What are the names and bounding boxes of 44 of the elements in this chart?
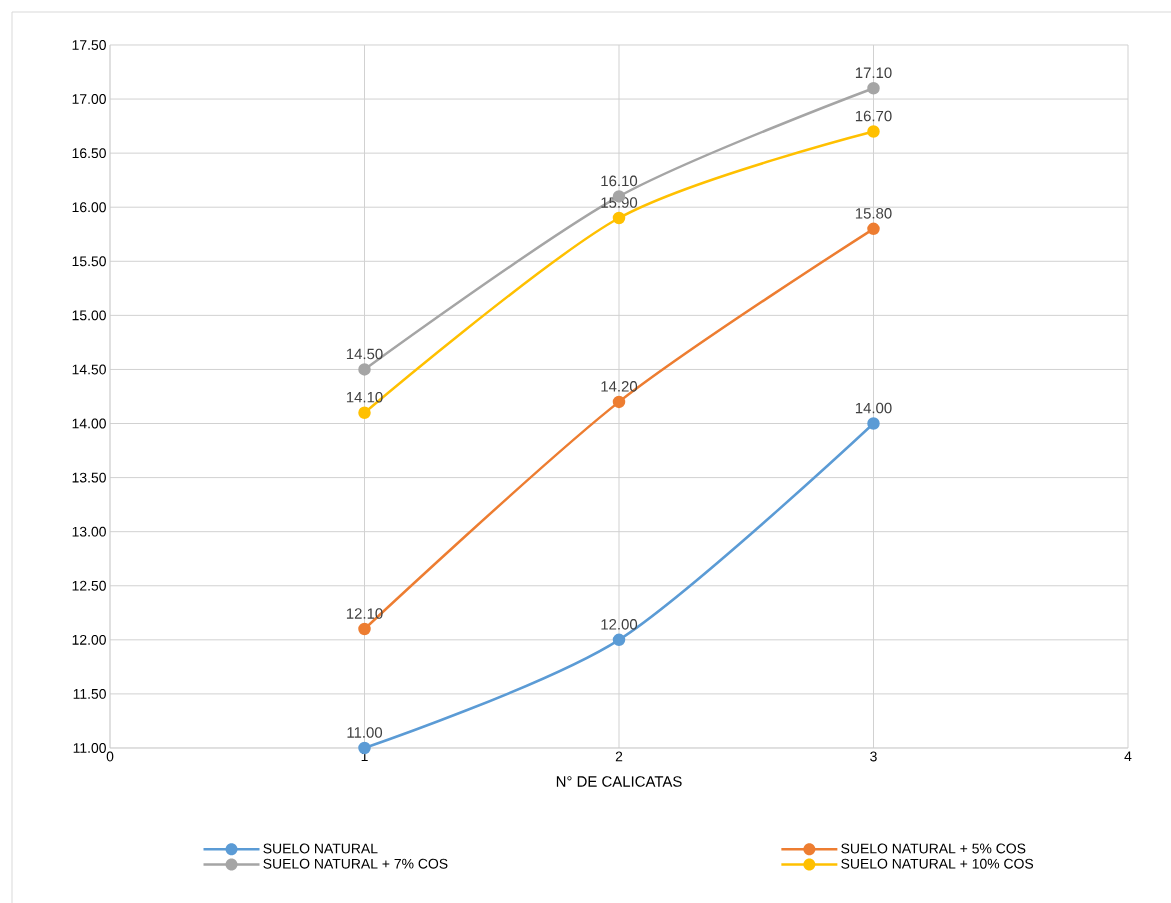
data-label: 12.00 [601,619,638,630]
y-tick-label: 14.50 [72,364,106,375]
data-label: 14.10 [346,391,383,403]
data-label: 14.00 [855,402,892,414]
data-label: 14.50 [346,348,383,360]
y-tick-label: 15.00 [72,310,106,321]
point [867,125,880,138]
data-label: 16.70 [855,110,892,122]
data-label: 15.80 [855,208,892,219]
data-label: 14.20 [601,381,638,392]
y-tick-label: 16.00 [72,202,106,213]
point [867,222,880,236]
x-tick-label: 0 [106,751,114,762]
y-tick-label: 14.00 [72,418,106,429]
point [358,406,371,419]
point [867,417,880,430]
data-label: 16.10 [601,175,638,187]
point [867,82,880,95]
y-tick-label: 13.50 [72,472,106,483]
x-axis-title: N° DE CALICATAS [556,776,682,787]
x-tick-label: 4 [1124,751,1132,762]
y-tick-label: 12.00 [72,634,106,645]
y-tick-label: 17.50 [72,40,106,50]
legend-label: SUELO NATURAL + 5% COS [841,843,1026,854]
legend-label: SUELO NATURAL + 7% COS [263,858,448,869]
y-tick-label: 11.50 [73,688,106,699]
point [612,633,626,647]
point [358,622,371,636]
point [358,363,371,376]
point [358,741,371,755]
data-label: 17.10 [855,67,892,79]
y-tick-label: 17.00 [72,94,106,104]
y-tick-label: 12.50 [72,580,106,591]
data-label: 11.00 [347,727,383,738]
y-tick-label: 15.50 [72,256,106,267]
point [612,395,626,409]
x-tick-label: 3 [870,751,877,762]
y-tick-label: 11.00 [73,743,106,753]
x-tick-label: 2 [615,751,623,762]
y-tick-label: 13.00 [72,526,106,537]
y-tick-label: 16.50 [72,148,106,159]
legend-label: SUELO NATURAL + 10% COS [841,858,1034,869]
point [612,211,626,225]
legend-label: SUELO NATURAL [263,843,378,854]
